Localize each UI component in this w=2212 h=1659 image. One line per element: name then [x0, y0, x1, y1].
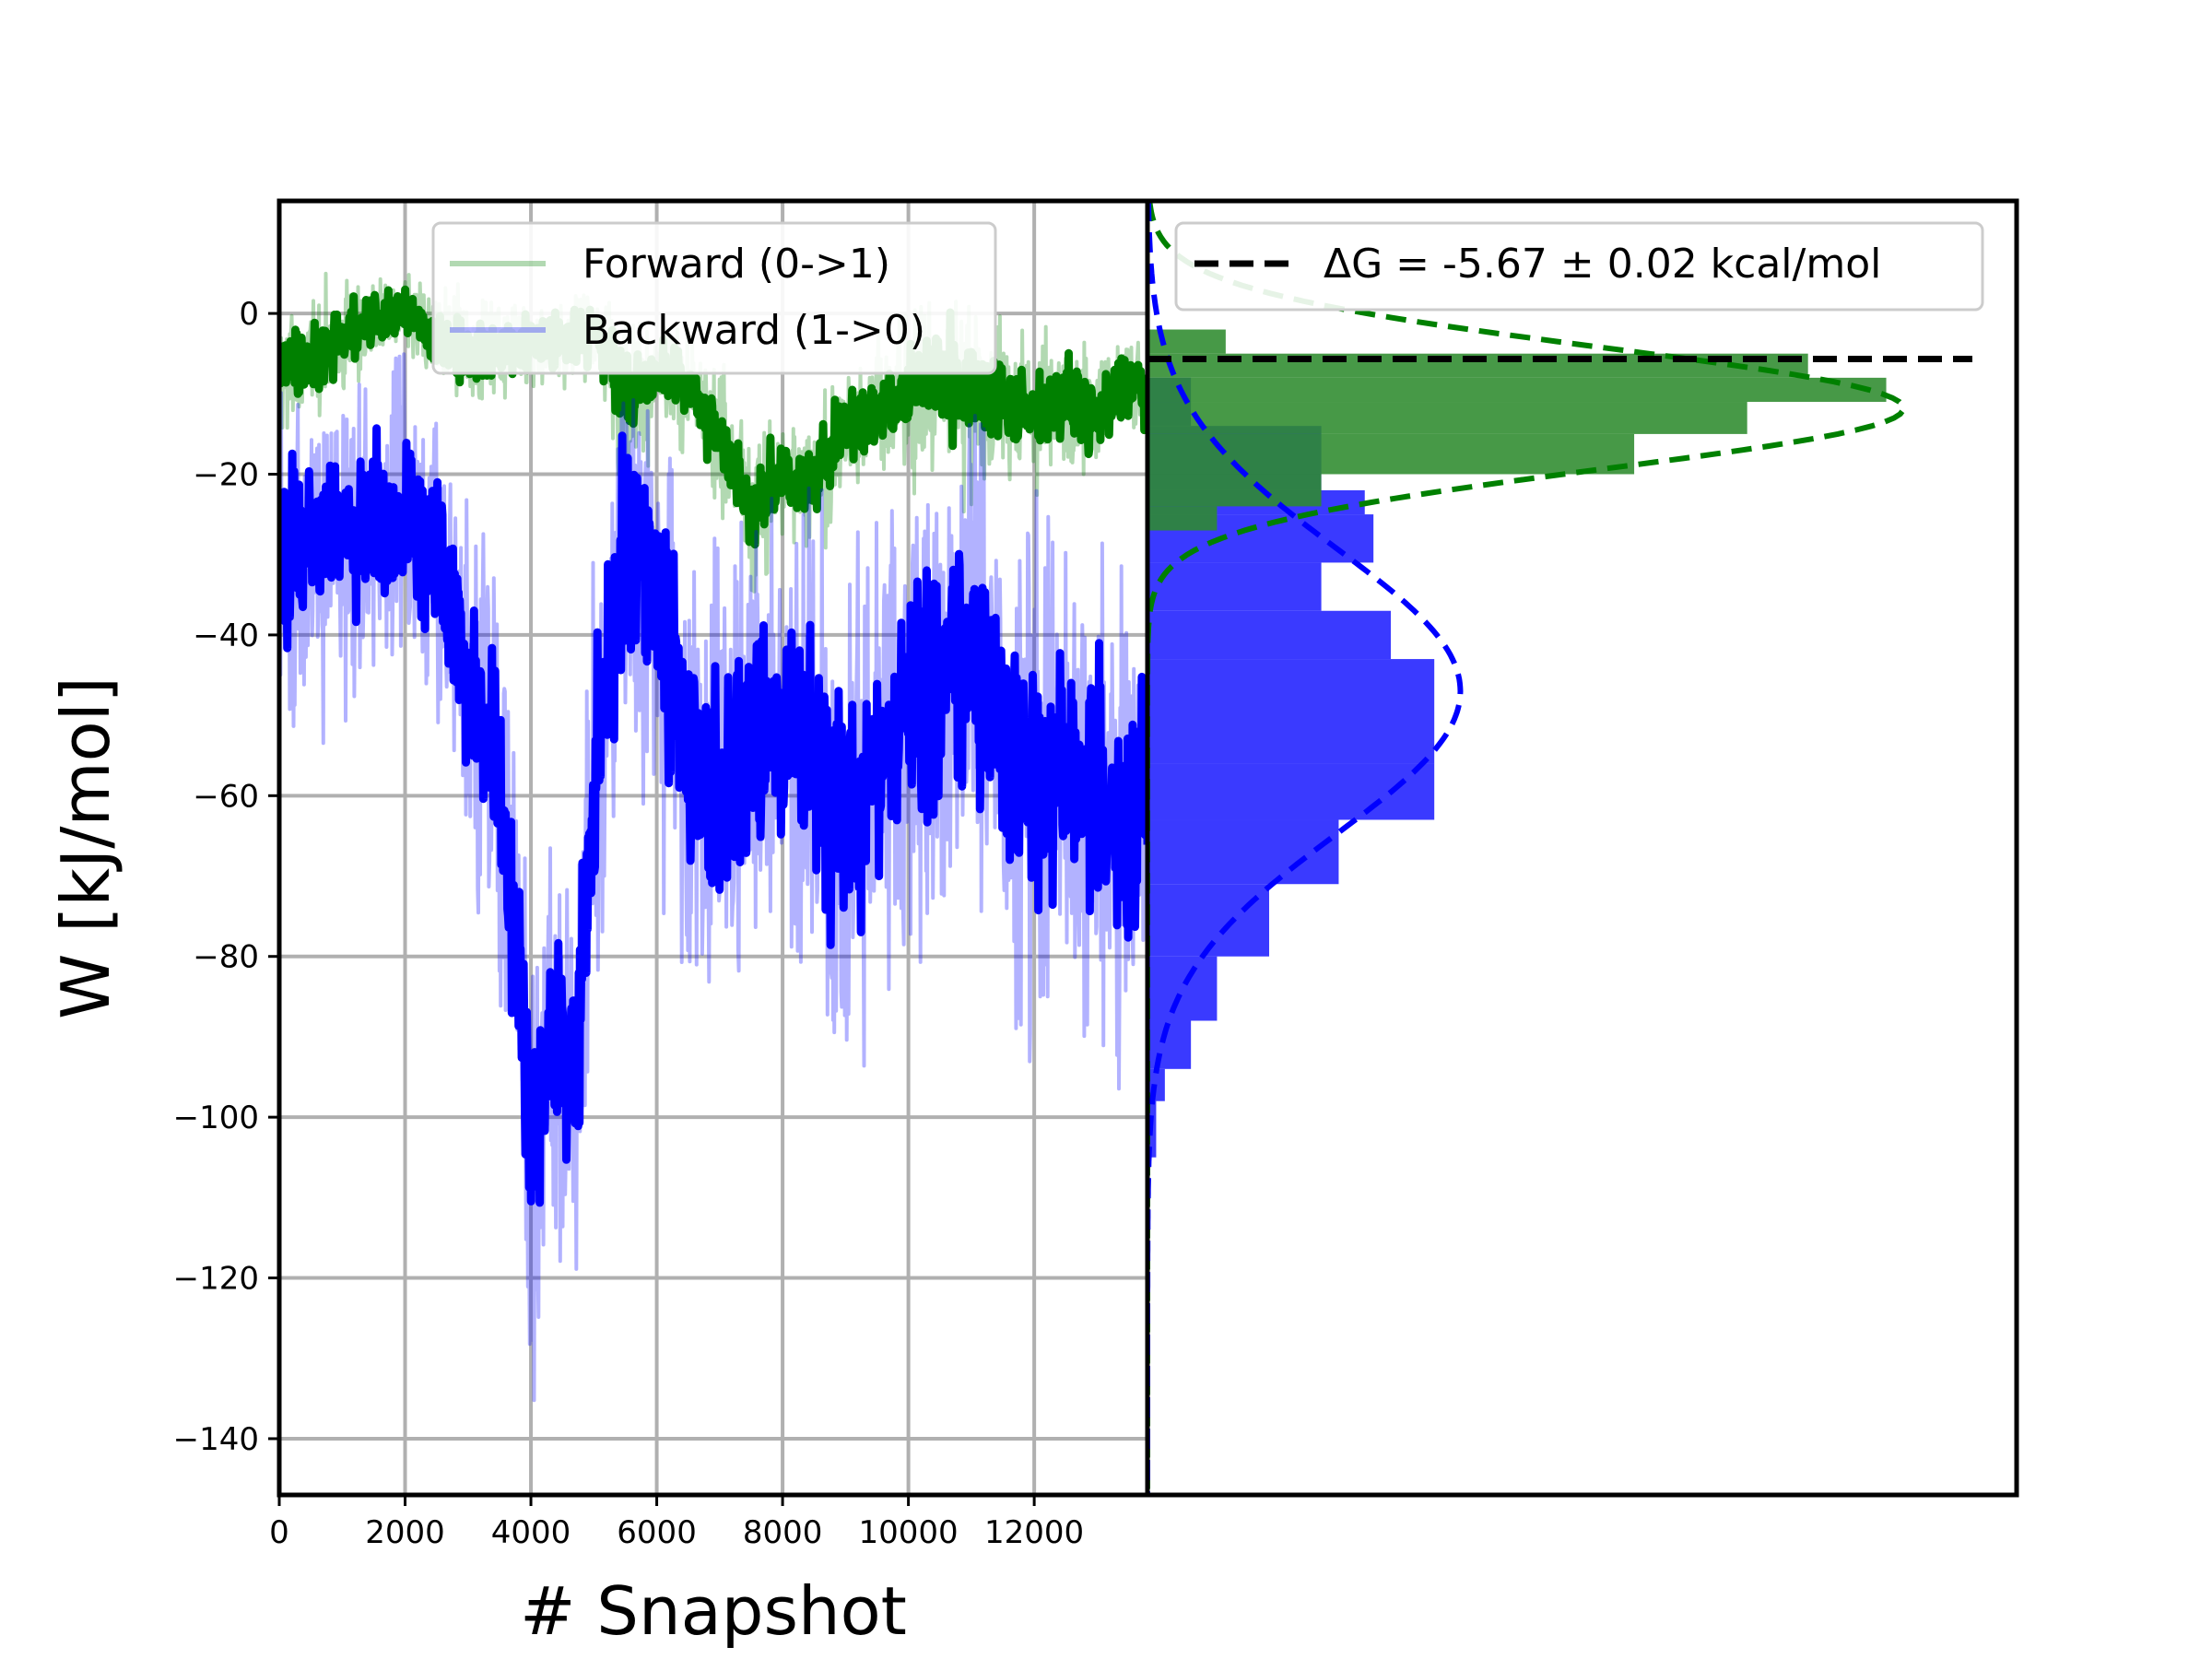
x-tick-label: 10000 — [859, 1514, 959, 1551]
x-tick-label: 0 — [269, 1514, 289, 1551]
x-tick-label: 4000 — [491, 1514, 571, 1551]
legend-frame — [1174, 221, 1984, 312]
y-tick-label: −120 — [173, 1261, 259, 1298]
y-tick-label: 0 — [239, 296, 259, 333]
forward-gaussian-fit — [1147, 201, 1907, 1495]
y-axis-title: W [kJ/mol] — [47, 677, 124, 1019]
histograms — [1147, 201, 1972, 1495]
forward-histogram-bar — [1147, 433, 1635, 475]
legend-right: ΔG = -5.67 ± 0.02 kcal/mol — [1174, 221, 1984, 312]
backward-histogram-bar — [1147, 562, 1322, 611]
backward-histogram-bar — [1147, 1020, 1192, 1069]
legend-label: ΔG = -5.67 ± 0.02 kcal/mol — [1324, 241, 1881, 288]
forward-histogram-bar — [1147, 402, 1747, 434]
legend-label: Backward (1->0) — [582, 307, 925, 354]
legend-frame — [431, 221, 997, 375]
forward-trace-smoothed — [279, 285, 1147, 549]
x-tick-label: 2000 — [365, 1514, 445, 1551]
x-tick-label: 8000 — [743, 1514, 823, 1551]
work-trace-panel: 0 2000 4000 6000 8000 10000 12000 0 −20 −40 −60 −80… — [47, 198, 1150, 1650]
y-tick-label: −20 — [193, 456, 259, 493]
forward-histogram-bar — [1147, 377, 1887, 403]
right-axes-frame — [1145, 198, 2019, 1498]
y-tick-label: −60 — [193, 778, 259, 815]
forward-histogram-bar — [1147, 474, 1322, 507]
backward-histogram-bar — [1147, 659, 1435, 764]
y-tick-label: −100 — [173, 1100, 259, 1136]
histogram-panel — [1145, 198, 2019, 1498]
work-traces — [279, 271, 1147, 1403]
x-tick-label: 6000 — [617, 1514, 697, 1551]
axis-ticks: 0 2000 4000 6000 8000 10000 12000 0 −20 −40 −60 −80… — [173, 296, 1085, 1551]
backward-histogram-bar — [1147, 819, 1339, 885]
forward-histogram-bar — [1147, 506, 1218, 531]
legend-label: Forward (0->1) — [582, 241, 890, 288]
x-axis-title: # Snapshot — [520, 1572, 907, 1650]
backward-histogram-bar — [1147, 956, 1218, 1021]
backward-histogram-bar — [1147, 763, 1435, 820]
backward-trace-smoothed — [279, 424, 1147, 1207]
y-tick-label: −40 — [193, 618, 259, 654]
y-tick-label: −140 — [173, 1421, 259, 1458]
x-tick-label: 12000 — [984, 1514, 1084, 1551]
legend-left: Forward (0->1) Backward (1->0) — [431, 221, 997, 375]
y-tick-label: −80 — [193, 939, 259, 976]
backward-histogram-bar — [1147, 610, 1392, 660]
